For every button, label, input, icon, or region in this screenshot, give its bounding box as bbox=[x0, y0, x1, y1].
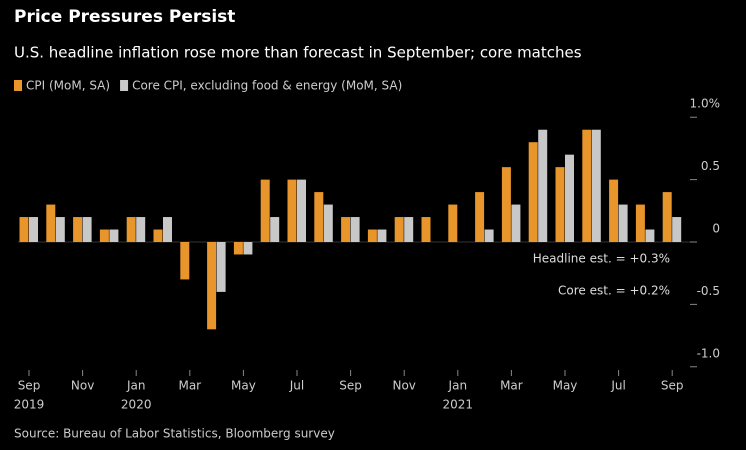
x-tick-label: Nov bbox=[71, 379, 94, 393]
source: Source: Bureau of Labor Statistics, Bloo… bbox=[14, 427, 335, 441]
bar bbox=[394, 217, 404, 242]
bar bbox=[404, 217, 414, 242]
bar bbox=[46, 204, 56, 242]
bar bbox=[367, 229, 377, 242]
bar bbox=[475, 192, 485, 242]
legend-label: CPI (MoM, SA) bbox=[26, 79, 110, 93]
y-tick-label: 0 bbox=[712, 222, 720, 236]
chart-title: Price Pressures Persist bbox=[14, 7, 235, 27]
bar bbox=[511, 204, 521, 242]
bar bbox=[323, 204, 333, 242]
bar bbox=[297, 179, 306, 242]
bar bbox=[609, 179, 619, 242]
bar bbox=[153, 229, 163, 242]
bar bbox=[19, 217, 29, 242]
x-tick-label: Mar bbox=[178, 379, 201, 393]
bar bbox=[207, 242, 217, 330]
legend-label: Core CPI, excluding food & energy (MoM, … bbox=[132, 79, 402, 93]
bar bbox=[99, 229, 109, 242]
bar bbox=[448, 204, 458, 242]
bar bbox=[662, 192, 672, 242]
x-tick-label: May bbox=[553, 379, 578, 393]
x-tick-label: Sep bbox=[661, 379, 684, 393]
annotation: Core est. = +0.2% bbox=[558, 284, 670, 298]
bar bbox=[645, 229, 655, 242]
bar bbox=[109, 229, 119, 242]
annotation: Headline est. = +0.3% bbox=[533, 252, 670, 266]
bar bbox=[82, 217, 92, 242]
bar bbox=[582, 129, 592, 242]
bar bbox=[163, 217, 172, 242]
x-tick-label: Jan bbox=[448, 379, 468, 393]
bar bbox=[672, 217, 682, 242]
bar bbox=[29, 217, 38, 242]
legend-swatch bbox=[14, 80, 22, 91]
legend-swatch bbox=[120, 80, 129, 91]
x-tick-label: Nov bbox=[392, 379, 415, 393]
bar bbox=[591, 129, 601, 242]
bar bbox=[73, 217, 83, 242]
bar bbox=[565, 154, 574, 242]
x-year-label: 2021 bbox=[443, 398, 474, 412]
bar bbox=[350, 217, 360, 242]
bar bbox=[377, 229, 387, 242]
bar bbox=[287, 179, 297, 242]
y-tick-label: -1.0 bbox=[697, 346, 720, 360]
x-tick-label: Sep bbox=[339, 379, 362, 393]
bar bbox=[126, 217, 136, 242]
bar bbox=[233, 242, 243, 255]
y-tick-label: 0.5 bbox=[701, 159, 720, 173]
bar bbox=[421, 217, 431, 242]
x-tick-label: May bbox=[231, 379, 256, 393]
x-tick-label: Sep bbox=[18, 379, 41, 393]
bar bbox=[635, 204, 645, 242]
bar bbox=[55, 217, 65, 242]
bar bbox=[538, 129, 548, 242]
bar bbox=[136, 217, 146, 242]
y-tick-label: 1.0% bbox=[690, 97, 721, 111]
bar bbox=[341, 217, 351, 242]
chart-subtitle: U.S. headline inflation rose more than f… bbox=[14, 44, 582, 62]
bar bbox=[180, 242, 190, 280]
x-tick-label: Jul bbox=[289, 379, 304, 393]
x-year-label: 2020 bbox=[121, 398, 152, 412]
y-tick-label: -0.5 bbox=[697, 284, 720, 298]
bar bbox=[501, 167, 511, 242]
x-tick-label: Jul bbox=[610, 379, 625, 393]
bar bbox=[260, 179, 270, 242]
bar bbox=[270, 217, 280, 242]
x-year-label: 2019 bbox=[14, 398, 45, 412]
x-tick-label: Mar bbox=[500, 379, 523, 393]
bar bbox=[555, 167, 565, 242]
bar bbox=[314, 192, 324, 242]
bar bbox=[618, 204, 628, 242]
x-tick-label: Jan bbox=[126, 379, 146, 393]
bar bbox=[216, 242, 226, 292]
bar bbox=[243, 242, 253, 255]
bar bbox=[528, 142, 538, 242]
bar bbox=[484, 229, 494, 242]
